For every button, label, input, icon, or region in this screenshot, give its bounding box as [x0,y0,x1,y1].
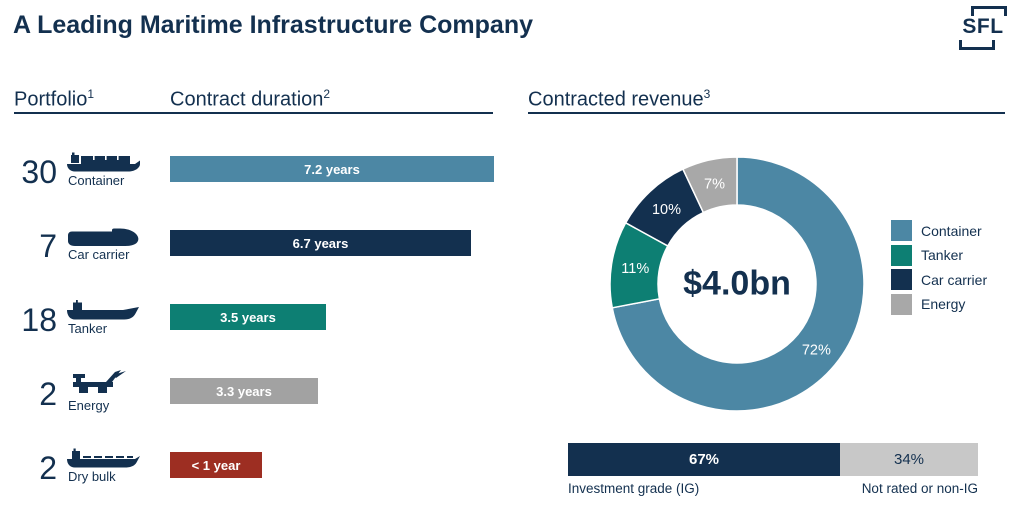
sfl-logo: SFL [959,6,1007,50]
donut-center-value: $4.0bn [683,264,791,303]
vessel-type-label: Dry bulk [68,469,116,484]
legend-item: Car carrier [891,269,987,290]
legend-item: Energy [891,293,987,315]
energy-rig-icon [70,370,126,396]
donut-legend: Container Tanker Car carrier Energy [891,220,987,318]
contract-duration-value: 6.7 years [292,235,349,251]
rating-segment: 67% [568,443,840,476]
donut-segment [681,156,738,214]
investment-grade-caption: Investment grade (IG) [568,481,700,496]
legend-item: Container [891,220,987,241]
contract-duration-heading: Contract duration2 [170,87,331,111]
vessel-type-label: Energy [68,398,110,413]
legend-swatch [891,244,912,266]
logo-bracket-top-icon [971,6,1007,16]
donut-segment-pct: 11% [621,261,649,277]
right-section-underline [528,112,1005,114]
legend-swatch [891,269,912,290]
rating-segment: 34% [840,443,978,476]
donut-segment-pct: 72% [802,343,831,359]
contract-duration-value: < 1 year [191,457,241,473]
contract-duration-bar: 3.5 years [170,304,326,330]
tanker-ship-icon [66,300,140,320]
vessel-count: 2 [39,450,57,486]
vessel-count: 2 [39,376,57,412]
contract-duration-bar: < 1 year [170,452,262,478]
vessel-type-label: Container [68,173,125,188]
donut-chart: 72% 11% 10% 7% [609,156,865,412]
container-ship-icon [66,152,140,172]
rating-stacked-bar: 67% 34% [568,443,978,476]
vessel-type-label: Tanker [68,321,108,336]
contract-duration-value: 3.3 years [216,383,272,399]
legend-swatch [891,220,912,241]
donut-segment-pct: 10% [652,202,681,218]
dry-bulk-ship-icon [66,448,140,468]
portfolio-heading: Portfolio1 [14,87,95,111]
vessel-type-label: Car carrier [68,247,130,262]
contract-duration-footnote-marker: 2 [323,87,331,101]
portfolio-footnote-marker: 1 [87,87,95,101]
car-carrier-ship-icon [66,227,140,246]
legend-label: Container [921,222,982,239]
contract-duration-bar: 7.2 years [170,156,494,182]
contract-duration-value: 3.5 years [220,309,276,325]
donut-segment [611,156,865,412]
legend-label: Car carrier [921,271,988,288]
contracted-revenue-footnote-marker: 3 [703,87,711,101]
contract-duration-bar: 3.3 years [170,378,318,404]
legend-label: Energy [921,296,966,312]
logo-text: SFL [962,15,1004,38]
legend-label: Tanker [921,247,964,263]
vessel-count: 18 [21,302,57,338]
left-section-underline [14,112,493,114]
vessel-count: 30 [21,154,57,190]
page-title: A Leading Maritime Infrastructure Compan… [13,11,533,39]
legend-swatch [891,293,912,315]
not-rated-caption: Not rated or non-IG [861,481,978,496]
contracted-revenue-heading: Contracted revenue3 [528,87,711,111]
donut-segment-pct: 7% [704,176,725,192]
logo-bracket-bottom-icon [959,40,995,50]
legend-item: Tanker [891,244,987,266]
contracted-revenue-donut: 72% 11% 10% 7% $4.0bn [609,156,865,412]
vessel-count: 7 [39,228,57,264]
contract-duration-bar: 6.7 years [170,230,471,256]
contract-duration-value: 7.2 years [304,161,360,177]
